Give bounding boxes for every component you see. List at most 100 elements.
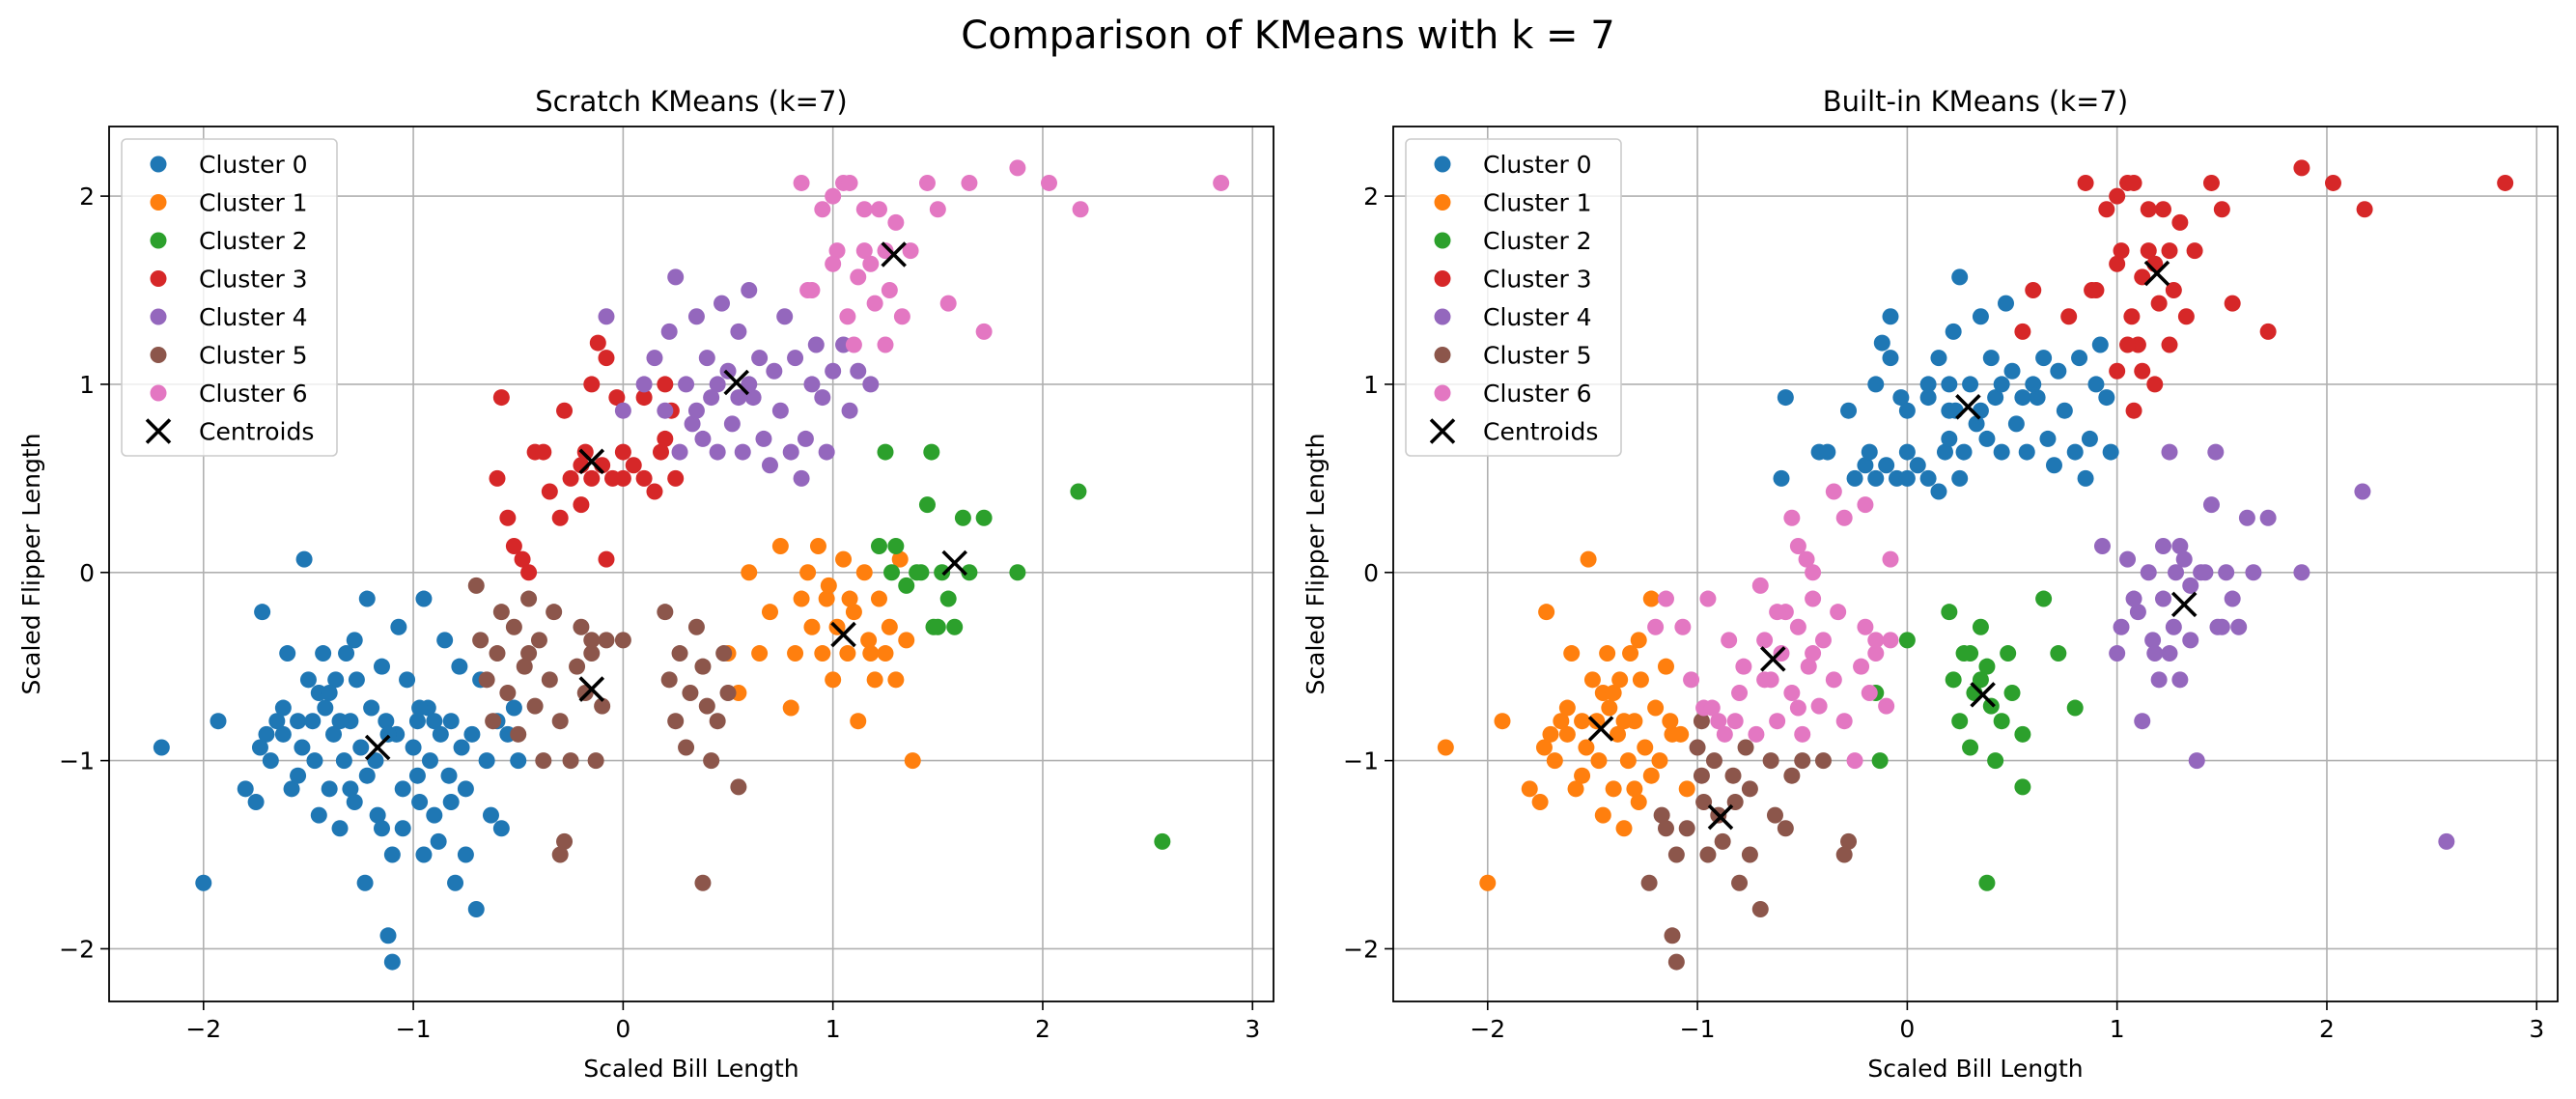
data-point	[799, 564, 817, 581]
data-point	[787, 645, 804, 662]
data-point	[315, 645, 332, 662]
data-point	[594, 697, 611, 715]
data-point	[925, 618, 942, 635]
data-point	[1678, 780, 1695, 798]
data-point	[1578, 739, 1595, 756]
y-axis-label: Scaled Flipper Length	[17, 434, 45, 695]
legend-label: Cluster 2	[1483, 227, 1592, 255]
data-point	[268, 713, 286, 730]
x-tick-label: 2	[2319, 1015, 2335, 1043]
data-point	[1630, 632, 1647, 649]
data-point	[478, 752, 495, 770]
data-point	[929, 201, 946, 218]
centroid-marker	[364, 734, 391, 761]
data-point	[730, 323, 747, 340]
data-point	[1072, 201, 1089, 218]
data-point	[358, 767, 376, 784]
data-point	[841, 174, 858, 191]
data-point	[457, 780, 474, 798]
centroid-marker	[2170, 591, 2198, 618]
data-point	[709, 713, 726, 730]
data-point	[1601, 699, 1618, 717]
data-point	[195, 874, 212, 891]
legend-centroid-marker	[1429, 418, 1456, 444]
data-point	[2003, 684, 2021, 701]
data-point	[436, 632, 454, 649]
data-point	[485, 713, 502, 730]
data-point	[1962, 376, 1979, 393]
data-point	[153, 739, 170, 756]
legend-label: Cluster 6	[1483, 380, 1592, 408]
data-point	[254, 604, 271, 621]
data-point	[1494, 713, 1511, 730]
data-point	[2003, 362, 2021, 380]
data-point	[295, 550, 313, 568]
data-point	[793, 174, 810, 191]
data-point	[862, 376, 880, 393]
data-point	[698, 350, 715, 367]
data-point	[898, 577, 915, 594]
centroid-marker	[1707, 803, 1734, 831]
data-point	[1070, 483, 1087, 500]
legend-marker-cluster-4	[1434, 308, 1451, 325]
data-point	[904, 752, 921, 770]
data-point	[598, 550, 615, 568]
data-point	[1882, 550, 1899, 568]
data-point	[2098, 201, 2115, 218]
data-point	[657, 376, 674, 393]
data-point	[2102, 443, 2119, 461]
data-point	[820, 577, 837, 594]
data-point	[1835, 713, 1853, 730]
data-point	[338, 645, 355, 662]
data-point	[2066, 699, 2084, 717]
data-point	[1909, 457, 1926, 474]
data-point	[1919, 389, 1937, 407]
data-point	[526, 697, 544, 715]
y-tick-label: −1	[1343, 747, 1379, 775]
data-point	[714, 295, 731, 312]
data-point	[694, 874, 712, 891]
data-point	[335, 752, 352, 770]
data-point	[2087, 376, 2105, 393]
centroid-marker	[1955, 394, 1981, 420]
data-point	[1574, 767, 1591, 784]
data-point	[1993, 713, 2010, 730]
data-point	[687, 308, 705, 325]
data-point	[2018, 443, 2035, 461]
data-point	[825, 187, 842, 205]
data-point	[573, 496, 590, 514]
centroid-marker	[830, 621, 856, 648]
data-point	[946, 618, 964, 635]
legend-marker-cluster-6	[1434, 384, 1451, 402]
data-point	[2182, 577, 2199, 594]
data-point	[467, 901, 485, 918]
data-point	[1213, 174, 1230, 191]
data-point	[510, 725, 527, 743]
data-point	[1951, 713, 1969, 730]
data-point	[583, 469, 601, 487]
legend-label: Cluster 0	[1483, 151, 1592, 179]
data-point	[1962, 739, 1979, 756]
data-point	[866, 295, 883, 312]
data-point	[803, 618, 821, 635]
y-tick-label: 2	[79, 183, 95, 211]
data-point	[828, 242, 846, 260]
data-point	[1945, 323, 1962, 340]
data-point	[1479, 874, 1497, 891]
data-point	[556, 832, 574, 850]
legend-marker-cluster-5	[150, 347, 167, 363]
legend-marker-cluster-1	[150, 194, 167, 211]
data-point	[1546, 752, 1563, 770]
data-point	[237, 780, 254, 798]
data-point	[1605, 684, 1622, 701]
data-point	[814, 201, 831, 218]
data-point	[2354, 483, 2371, 500]
x-tick-label: −2	[185, 1015, 221, 1043]
data-point	[583, 645, 601, 662]
data-point	[866, 671, 883, 689]
data-point	[399, 671, 416, 689]
data-point	[877, 336, 894, 353]
data-point	[321, 684, 338, 701]
data-point	[741, 376, 758, 393]
